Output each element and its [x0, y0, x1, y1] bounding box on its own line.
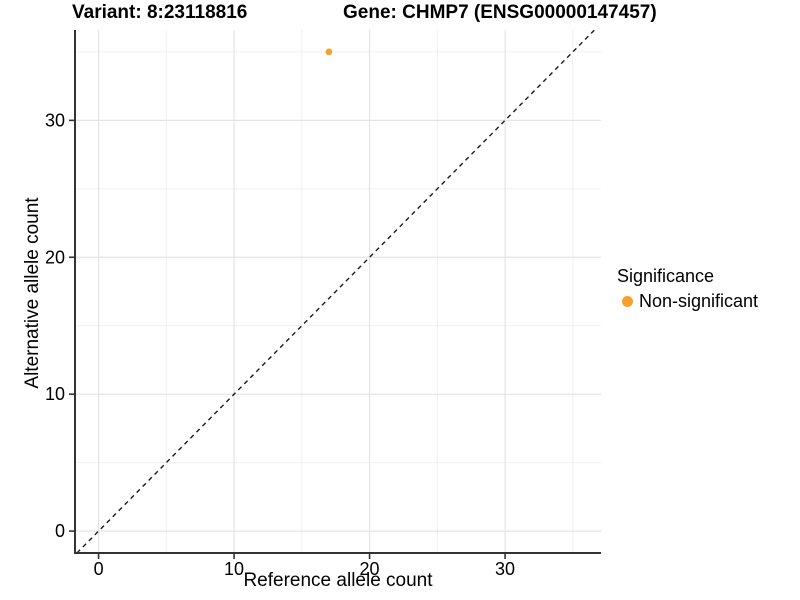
legend-item-non-significant: Non-significant [617, 291, 758, 312]
data-point [325, 48, 333, 56]
y-tick-label: 0 [55, 521, 65, 541]
x-tick-label: 0 [94, 559, 104, 579]
y-tick-label: 20 [45, 247, 65, 267]
legend-title: Significance [617, 266, 715, 286]
identity-reference-line [76, 29, 595, 554]
x-axis-title: Reference allele count [243, 570, 433, 591]
y-axis-title: Alternative allele count [22, 197, 43, 389]
x-tick-label: 20 [360, 559, 380, 579]
x-tick-label: 10 [224, 559, 244, 579]
plot-title-gene: Gene: CHMP7 (ENSG00000147457) [343, 2, 657, 23]
legend-item-label: Non-significant [639, 291, 759, 311]
legend: Significance Non-significant [617, 266, 758, 312]
y-tick-label: 10 [45, 384, 65, 404]
legend-point-icon [622, 296, 633, 307]
y-tick-label: 30 [45, 110, 65, 130]
plot-title-variant: Variant: 8:23118816 [72, 2, 248, 23]
x-tick-label: 30 [495, 559, 515, 579]
